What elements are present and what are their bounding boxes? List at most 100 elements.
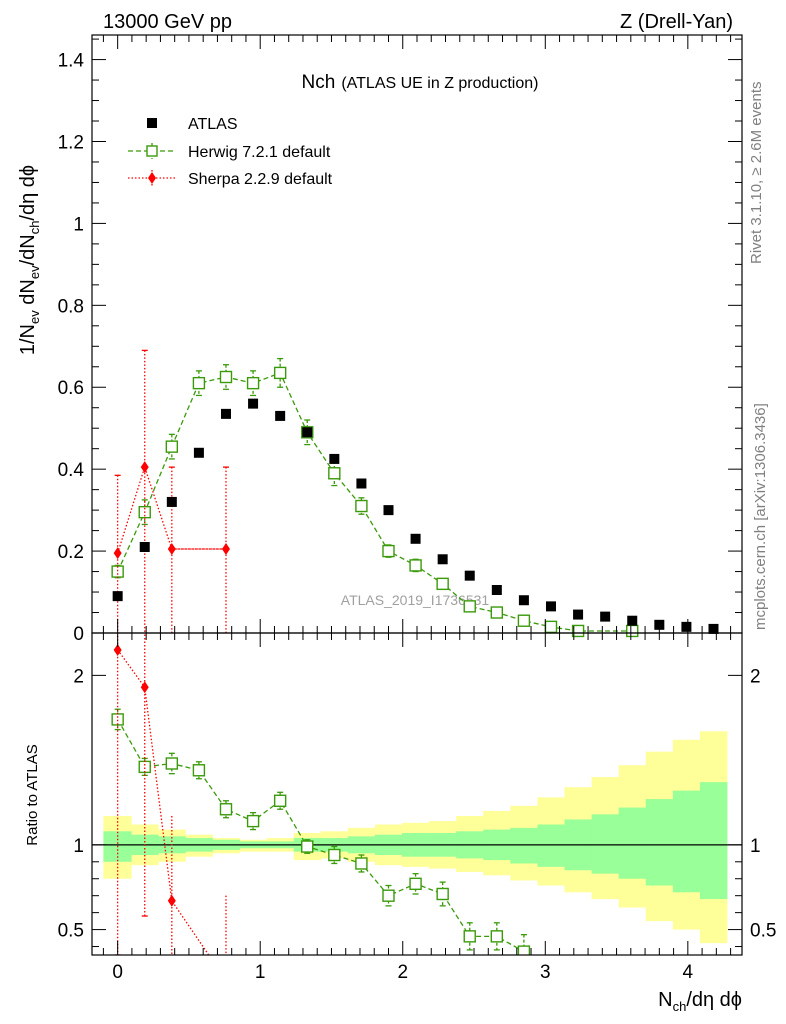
mcplots-label: mcplots.cern.ch [arXiv:1306.3436] <box>752 403 769 630</box>
ratio-band-green <box>699 782 728 900</box>
ratio-x-tick-label: 4 <box>683 962 694 983</box>
legend-sherpa-label: Sherpa 2.2.9 default <box>188 171 333 188</box>
herwig-ratio-point <box>301 840 314 853</box>
herwig-point <box>246 376 260 390</box>
atlas-point <box>329 453 340 464</box>
ratio-band-green <box>618 807 647 879</box>
atlas-point <box>356 478 367 489</box>
main-y-label-mid1: dN <box>17 279 39 310</box>
sherpa-ratio-point <box>140 681 149 694</box>
herwig-point <box>436 577 449 591</box>
atlas-point <box>654 619 665 630</box>
ratio-y-label: Ratio to ATLAS <box>24 744 41 845</box>
main-y-tick-label: 0.2 <box>58 542 84 563</box>
herwig-ratio-line <box>117 719 527 955</box>
atlas-point <box>193 447 204 458</box>
herwig-point <box>192 376 206 390</box>
main-y-tick-label: 1.4 <box>58 51 85 72</box>
ratio-x-tick-label: 2 <box>397 962 408 983</box>
sherpa-point <box>140 461 149 474</box>
herwig-point <box>328 467 341 480</box>
herwig-point <box>544 620 558 634</box>
main-title-subtitle: (ATLAS UE in Z production) <box>341 75 538 92</box>
herwig-point <box>219 370 233 384</box>
herwig-ratio-point <box>490 930 504 943</box>
atlas-point <box>573 609 584 620</box>
ratio-x-label-post: /dη dϕ <box>686 989 742 1011</box>
ratio-y-tick-label: 1 <box>73 836 84 857</box>
ratio-band-green <box>672 790 701 893</box>
ratio-x-ticks: 0 1 2 3 4 <box>102 633 732 983</box>
sherpa-ratio-point <box>167 894 176 907</box>
herwig-ratio-point <box>165 757 179 770</box>
main-x-ticks <box>102 35 732 633</box>
atlas-point <box>302 427 313 438</box>
atlas-point <box>491 584 502 595</box>
atlas-point <box>627 615 638 626</box>
herwig-ratio-point <box>409 877 422 891</box>
sherpa-ratio-line <box>117 649 210 955</box>
sherpa-point <box>113 547 122 560</box>
main-y-ticks: 0 0.2 0.4 0.6 0.8 1 1.2 1.4 <box>58 38 742 645</box>
atlas-point <box>681 621 692 632</box>
herwig-ratio-point <box>517 945 531 955</box>
atlas-point <box>275 410 286 421</box>
ratio-panel: 0.5 0.5 1 1 2 2 0 1 2 3 4 Ratio to ATLAS Nch/dη d… <box>24 632 776 1014</box>
ratio-bands <box>103 731 728 944</box>
main-data <box>111 349 719 638</box>
main-title-name: Nch <box>302 72 336 93</box>
header-left: 13000 GeV pp <box>103 11 232 33</box>
herwig-point <box>571 624 585 638</box>
atlas-point <box>220 408 231 419</box>
legend-atlas-marker <box>147 118 157 128</box>
herwig-point <box>382 544 395 558</box>
ratio-y-tick-label: 0.5 <box>58 921 84 942</box>
herwig-point <box>165 440 179 453</box>
herwig-ratio-point <box>382 889 395 902</box>
atlas-point <box>518 595 529 606</box>
main-panel: ATLAS_2019_I1736531 0 0.2 0.4 0.6 0.8 1 1.2 1.4… <box>17 34 743 645</box>
ratio-x-tick-label: 0 <box>112 962 123 983</box>
atlas-point <box>464 570 475 581</box>
ratio-x-label-pre: N <box>658 989 672 1011</box>
herwig-point <box>355 499 368 513</box>
atlas-point <box>437 554 448 565</box>
ratio-band-green <box>537 824 565 867</box>
main-y-label: 1/Nev dNev/dNch/dη dϕ <box>17 165 42 355</box>
main-y-tick-label: 0.6 <box>58 378 84 399</box>
main-y-tick-label: 0 <box>73 624 84 645</box>
ratio-band-green <box>645 799 674 886</box>
atlas-point <box>600 611 611 622</box>
ratio-x-tick-label: 1 <box>255 962 266 983</box>
ratio-x-label: Nch/dη dϕ <box>658 989 742 1014</box>
atlas-point <box>708 623 719 634</box>
herwig-point <box>490 606 504 619</box>
ratio-y-tick-label-right: 0.5 <box>750 921 776 942</box>
main-y-label-sub3: ch <box>27 221 42 235</box>
header-right: Z (Drell-Yan) <box>620 11 733 33</box>
ratio-y-tick-label-right: 2 <box>750 666 761 687</box>
herwig-point <box>273 366 287 380</box>
herwig-ratio-point <box>328 848 341 862</box>
herwig-ratio-point <box>463 930 476 943</box>
main-y-label-sub2: ev <box>27 265 42 279</box>
herwig-ratio-point <box>273 794 287 807</box>
sherpa-point <box>221 543 230 556</box>
herwig-point <box>463 600 476 613</box>
main-y-label-sub1: ev <box>27 310 42 324</box>
atlas-point <box>166 496 177 507</box>
herwig-ratio-point <box>138 760 151 774</box>
ratio-band-green <box>591 814 620 874</box>
main-y-label-mid2: /dN <box>17 234 39 265</box>
sherpa-line <box>117 464 226 554</box>
rivet-label: Rivet 3.1.10, ≥ 2.6M events <box>748 82 765 265</box>
herwig-ratio-point <box>436 887 449 901</box>
legend-atlas-label: ATLAS <box>188 116 238 133</box>
atlas-point <box>139 541 150 552</box>
main-y-tick-label: 0.8 <box>58 296 84 317</box>
legend: ATLAS Herwig 7.2.1 default Sherpa 2.2.9 … <box>128 116 333 188</box>
herwig-point <box>626 624 639 638</box>
ratio-y-ticks: 0.5 0.5 1 1 2 2 <box>58 666 776 948</box>
atlas-point <box>383 505 394 516</box>
